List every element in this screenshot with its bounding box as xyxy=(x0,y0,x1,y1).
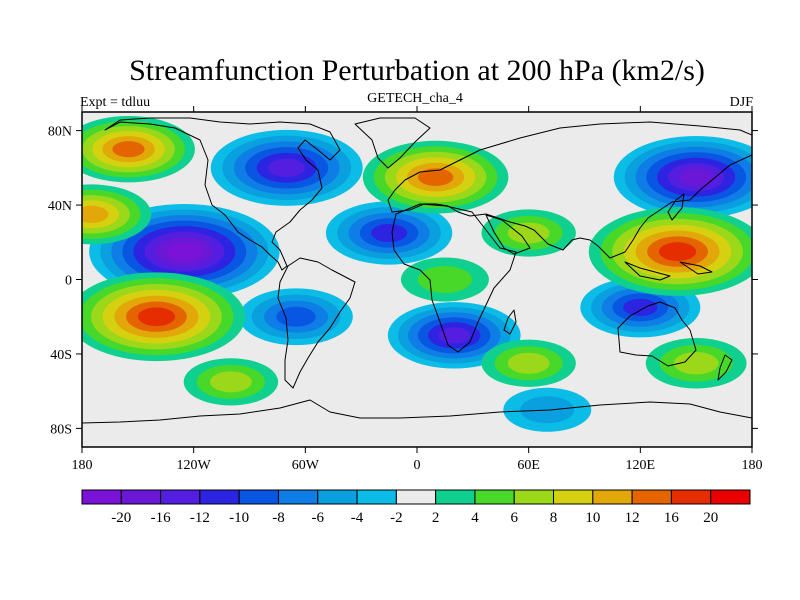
season-label: DJF xyxy=(730,95,754,110)
colorbar-label: -2 xyxy=(390,510,403,526)
field-contour xyxy=(623,298,658,316)
colorbar-label: 8 xyxy=(550,510,558,526)
lat-tick-label: 80S xyxy=(50,422,72,437)
colorbar-swatch xyxy=(356,489,397,505)
dataset-label: GETECH_cha_4 xyxy=(367,91,463,106)
colorbar-swatch xyxy=(317,489,358,505)
field-contour xyxy=(678,168,714,186)
coastlines xyxy=(82,117,752,424)
field-contour xyxy=(137,307,176,327)
field-contour xyxy=(371,223,408,243)
colorbar-label: -12 xyxy=(190,510,210,526)
streamfunction-field xyxy=(82,116,752,432)
lon-tick-label: 60W xyxy=(292,458,320,473)
colorbar-label: 20 xyxy=(703,510,718,526)
colorbar-swatch xyxy=(670,489,712,505)
field-contour xyxy=(673,352,719,375)
colorbar-swatch xyxy=(553,489,594,505)
field-contour xyxy=(209,371,252,393)
colorbar-swatch xyxy=(199,489,240,505)
colorbar-label: -20 xyxy=(111,510,131,526)
lon-tick-label: 120E xyxy=(626,458,656,473)
colorbar-swatch xyxy=(238,489,279,505)
lon-tick-label: 120W xyxy=(177,458,212,473)
field-contour xyxy=(166,242,203,261)
colorbar-label: 6 xyxy=(510,510,518,526)
lon-tick-label: 60E xyxy=(517,458,540,473)
colorbar-label: 4 xyxy=(471,510,479,526)
field-contour xyxy=(82,205,109,223)
colorbar-swatch xyxy=(631,489,672,505)
lon-tick-label: 0 xyxy=(414,458,421,473)
colorbar-label: 16 xyxy=(664,510,680,526)
colorbar-label: 12 xyxy=(625,510,640,526)
colorbar-swatch xyxy=(160,489,201,505)
colorbar-swatch xyxy=(474,489,515,505)
experiment-label: Expt = tdluu xyxy=(80,95,150,110)
colorbar-label: -10 xyxy=(229,510,249,526)
field-contour xyxy=(417,168,454,186)
field-contour xyxy=(658,242,697,261)
colorbar-label: 2 xyxy=(432,510,440,526)
longitude-axis: 180 120W 60W 0 60E 120E 180 xyxy=(72,106,763,473)
colorbar-swatch xyxy=(120,489,162,505)
colorbar-label: 10 xyxy=(585,510,600,526)
colorbar-swatch xyxy=(395,489,437,505)
lat-tick-label: 40S xyxy=(50,348,72,363)
lon-tick-label: 180 xyxy=(742,458,763,473)
lon-tick-label: 180 xyxy=(72,458,93,473)
colorbar: -20 -16 -12 -10 -8 -6 -4 -2 2 4 6 8 10 12 16 20 xyxy=(81,489,751,526)
colorbar-label: -8 xyxy=(272,510,285,526)
field-contour xyxy=(112,141,145,158)
colorbar-swatch xyxy=(710,489,751,505)
colorbar-label: -4 xyxy=(351,510,364,526)
colorbar-swatch xyxy=(513,489,555,505)
field-contour xyxy=(268,158,306,178)
colorbar-swatch xyxy=(81,489,122,505)
colorbar-label: -16 xyxy=(151,510,171,526)
field-contour xyxy=(507,222,550,244)
lat-tick-label: 0 xyxy=(65,274,72,289)
field-contour xyxy=(507,352,550,374)
colorbar-swatch xyxy=(435,489,476,505)
colorbar-swatch xyxy=(277,489,319,505)
lat-tick-label: 40N xyxy=(48,199,72,214)
latitude-axis: 80N 40N 0 40S 80S xyxy=(48,125,758,437)
map-title: Streamfunction Perturbation at 200 hPa (… xyxy=(129,54,705,87)
colorbar-swatch xyxy=(592,489,633,505)
lat-tick-label: 80N xyxy=(48,125,72,140)
colorbar-label: -6 xyxy=(312,510,325,526)
field-contour xyxy=(417,265,472,294)
